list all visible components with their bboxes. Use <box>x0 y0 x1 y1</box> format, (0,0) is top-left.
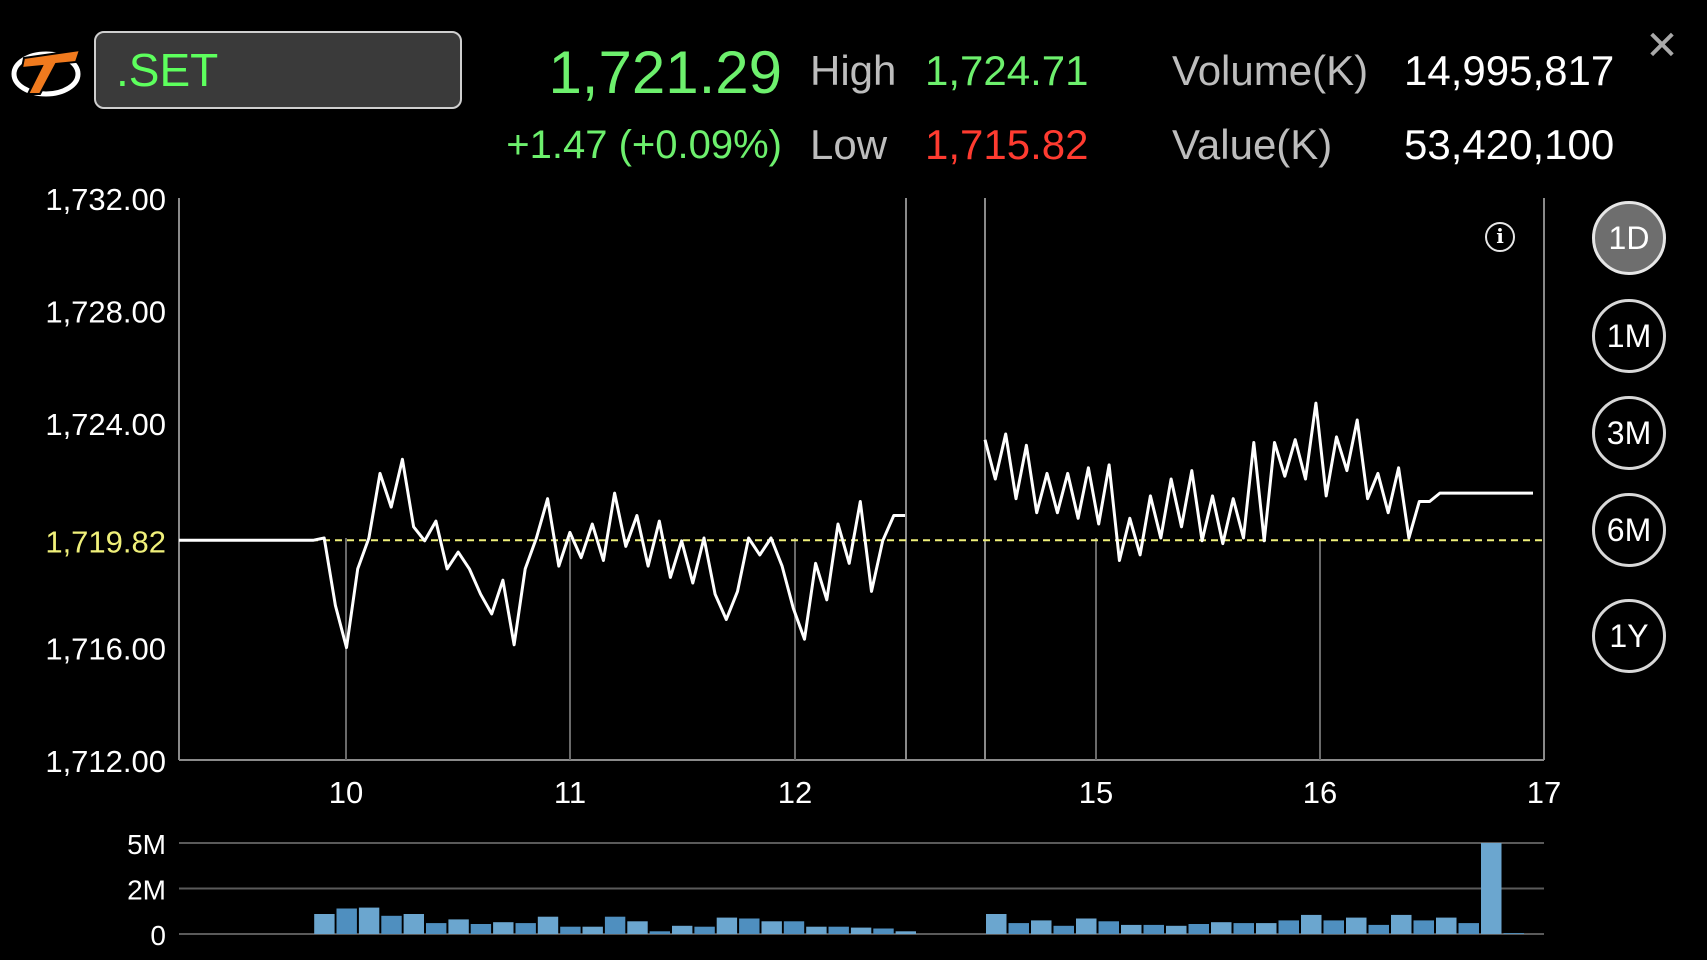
volume-bar <box>1391 914 1412 934</box>
volume-bar <box>403 914 424 934</box>
volume-bar <box>716 917 738 934</box>
x-tick-label: 17 <box>1527 775 1561 810</box>
period-3m-button[interactable]: 3M <box>1592 396 1666 470</box>
volume-bar <box>694 926 715 934</box>
volume-bar <box>426 923 447 934</box>
volume-tick-label: 5M <box>127 829 166 860</box>
volume-bar <box>537 916 559 934</box>
volume-bar <box>470 924 492 934</box>
y-tick-label: 1,724.00 <box>45 407 166 442</box>
volume-bar <box>1233 923 1254 934</box>
volume-bar <box>1368 924 1389 934</box>
price-line-session-2 <box>983 401 1533 562</box>
volume-bar <box>1323 920 1344 935</box>
volume-bar <box>986 914 1007 934</box>
period-6m-button[interactable]: 6M <box>1592 493 1666 567</box>
volume-tick-label: 0 <box>150 920 166 951</box>
symbol-input[interactable]: .SET <box>94 31 462 109</box>
reference-price-label: 1,719.82 <box>45 524 166 559</box>
volume-bar <box>314 914 335 934</box>
volume-bar <box>358 907 380 934</box>
volume-bar <box>1031 920 1052 935</box>
streaming-logo-icon <box>11 48 82 97</box>
volume-bar <box>1346 917 1367 934</box>
volume-bar <box>336 908 357 934</box>
volume-bar <box>515 923 536 934</box>
high-value: 1,724.71 <box>925 47 1089 94</box>
period-1y-button[interactable]: 1Y <box>1592 599 1666 673</box>
volume-bar <box>761 921 782 934</box>
y-tick-label: 1,728.00 <box>45 294 166 329</box>
volume-bar <box>672 925 693 934</box>
volume-bar <box>873 928 894 934</box>
y-tick-label: 1,716.00 <box>45 632 166 667</box>
volume-bar <box>627 921 648 934</box>
volume-bar <box>1256 923 1277 934</box>
low-value: 1,715.82 <box>925 121 1089 168</box>
volume-bar <box>1008 923 1029 934</box>
volume-bar <box>783 921 805 934</box>
volume-bar <box>1211 922 1232 934</box>
volume-bar <box>1413 920 1434 935</box>
x-tick-label: 11 <box>554 775 586 810</box>
volume-bar <box>1143 924 1164 934</box>
y-tick-label: 1,732.00 <box>45 182 166 217</box>
volume-bar <box>1301 914 1322 934</box>
volume-value: 14,995,817 <box>1404 47 1615 94</box>
volume-bar <box>828 926 849 934</box>
price-change: +1.47 (+0.09%) <box>506 123 782 167</box>
volume-bar <box>739 918 760 934</box>
volume-bar <box>1188 924 1209 934</box>
high-label: High <box>810 47 897 94</box>
volume-bar <box>493 922 514 934</box>
volume-bar <box>1458 923 1479 934</box>
value-label: Value(K) <box>1172 121 1333 168</box>
volume-label: Volume(K) <box>1172 47 1369 94</box>
volume-bar <box>1278 920 1299 935</box>
last-price: 1,721.29 <box>548 39 782 106</box>
volume-bar <box>850 927 872 934</box>
x-tick-label: 12 <box>778 775 812 810</box>
volume-bar <box>649 931 670 934</box>
volume-bar <box>582 926 603 934</box>
close-icon[interactable]: ✕ <box>1645 24 1679 68</box>
volume-bar <box>1503 933 1524 934</box>
low-label: Low <box>810 121 888 168</box>
volume-bar <box>895 931 916 934</box>
volume-bar <box>1166 925 1187 934</box>
volume-bar <box>1076 918 1097 934</box>
price-line-session-1 <box>179 457 905 650</box>
volume-bar <box>560 926 581 934</box>
volume-bar <box>448 919 469 934</box>
period-1d-button[interactable]: 1D <box>1592 201 1666 275</box>
volume-tick-label: 2M <box>127 875 166 906</box>
period-1m-button[interactable]: 1M <box>1592 299 1666 373</box>
volume-bar <box>1121 924 1142 934</box>
value-value: 53,420,100 <box>1404 121 1615 168</box>
x-tick-label: 16 <box>1303 775 1337 810</box>
volume-bar <box>806 926 827 934</box>
volume-bar <box>604 916 626 934</box>
y-tick-label: 1,712.00 <box>45 744 166 779</box>
volume-bar <box>1436 917 1457 934</box>
volume-bar <box>381 915 402 934</box>
info-icon[interactable]: i <box>1485 222 1515 252</box>
x-tick-label: 10 <box>329 775 363 810</box>
volume-bar <box>1053 925 1074 934</box>
volume-bar <box>1098 921 1119 934</box>
x-tick-label: 15 <box>1079 775 1113 810</box>
volume-bar <box>1481 843 1502 934</box>
